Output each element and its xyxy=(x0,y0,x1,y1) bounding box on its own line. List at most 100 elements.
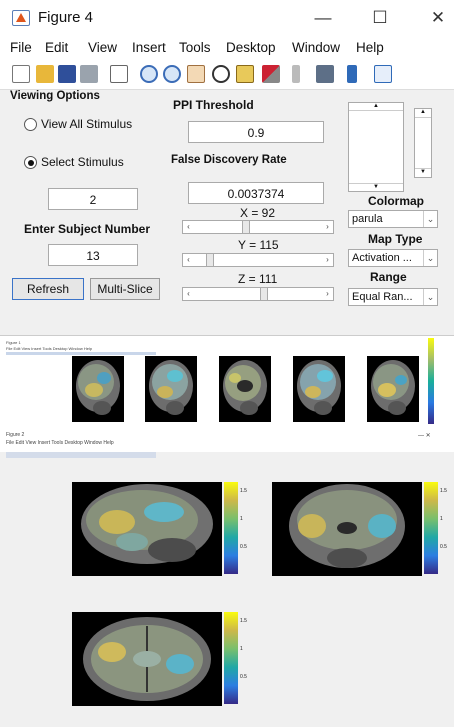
sagittal-slice-4 xyxy=(293,356,345,422)
colorbar-tick: 1.5 xyxy=(240,488,247,494)
subject-number-input[interactable]: 13 xyxy=(48,244,138,266)
colormap-dropdown[interactable]: parula ⌄ xyxy=(348,210,438,228)
menu-window[interactable]: Window xyxy=(292,40,341,55)
legend-icon[interactable] xyxy=(374,65,392,83)
subject-number-label: Enter Subject Number xyxy=(24,222,151,236)
vertical-scrollbar[interactable]: ▲ ▼ xyxy=(414,108,432,178)
scrollbar-up-arrow[interactable]: ▲ xyxy=(415,109,431,118)
range-value: Equal Ran... xyxy=(352,291,413,303)
coronal-colorbar xyxy=(424,482,438,574)
brain-slice-image xyxy=(149,360,193,415)
matlab-icon xyxy=(12,10,30,26)
pointer-icon[interactable] xyxy=(110,65,128,83)
brush-icon[interactable] xyxy=(262,65,280,83)
figure2-toolbar xyxy=(6,452,156,458)
x-slider-thumb[interactable] xyxy=(242,221,250,233)
chevron-down-icon: ⌄ xyxy=(423,250,437,266)
figure4-window: Figure 4 — ☐ ✕ File Edit View Insert Too… xyxy=(0,0,454,336)
figure2-menu-bar: File Edit View Insert Tools Desktop Wind… xyxy=(6,440,114,446)
window-title: Figure 4 xyxy=(38,9,94,26)
figure2-title: Figure 2 xyxy=(6,432,25,438)
chevron-down-icon: ⌄ xyxy=(423,289,437,305)
menu-desktop[interactable]: Desktop xyxy=(226,40,276,55)
z-slider-left-arrow[interactable]: ‹ xyxy=(187,289,190,298)
title-bar: Figure 4 — ☐ ✕ xyxy=(0,0,454,36)
new-file-icon[interactable] xyxy=(12,65,30,83)
listbox-scroll-up[interactable]: ▲ xyxy=(349,103,403,111)
stimulus-listbox[interactable]: ▲ ▼ xyxy=(348,102,404,192)
multi-slice-button[interactable]: Multi-Slice xyxy=(90,278,160,300)
fdr-input[interactable]: 0.0037374 xyxy=(188,182,324,204)
brain-coronal-image xyxy=(289,484,405,568)
stimulus-input[interactable]: 2 xyxy=(48,188,138,210)
save-icon[interactable] xyxy=(58,65,76,83)
print-icon[interactable] xyxy=(80,65,98,83)
chevron-down-icon: ⌄ xyxy=(423,211,437,227)
close-button[interactable]: ✕ xyxy=(430,8,446,27)
y-slider-right-arrow[interactable]: › xyxy=(326,255,329,264)
zoom-out-icon[interactable] xyxy=(163,65,181,83)
map-type-dropdown[interactable]: Activation ... ⌄ xyxy=(348,249,438,267)
sagittal-slice-3 xyxy=(219,356,271,422)
y-slider-label: Y = 115 xyxy=(238,238,279,252)
viewing-options-label: Viewing Options xyxy=(10,90,100,102)
refresh-button[interactable]: Refresh xyxy=(12,278,84,300)
figure2-window: Figure 2 File Edit View Insert Tools Des… xyxy=(0,430,454,727)
radio-select-stimulus[interactable] xyxy=(24,156,37,169)
sagittal-slice-2 xyxy=(145,356,197,422)
maximize-button[interactable]: ☐ xyxy=(372,8,388,27)
brain-slice-image xyxy=(371,360,415,415)
coronal-view xyxy=(272,482,422,576)
colorbar-tick: 1 xyxy=(440,516,443,522)
range-dropdown[interactable]: Equal Ran... ⌄ xyxy=(348,288,438,306)
brain-axial-image xyxy=(83,617,211,701)
ppi-threshold-label: PPI Threshold xyxy=(173,98,254,112)
x-slider-right-arrow[interactable]: › xyxy=(326,222,329,231)
z-slider-thumb[interactable] xyxy=(260,288,268,300)
brain-sagittal-image xyxy=(81,484,213,564)
menu-help[interactable]: Help xyxy=(356,40,384,55)
y-slider[interactable]: ‹ › xyxy=(182,253,334,267)
menu-file[interactable]: File xyxy=(10,40,32,55)
zoom-in-icon[interactable] xyxy=(140,65,158,83)
scrollbar-down-arrow[interactable]: ▼ xyxy=(415,168,431,177)
menu-view[interactable]: View xyxy=(88,40,118,55)
z-slider-right-arrow[interactable]: › xyxy=(326,289,329,298)
sagittal-slice-5 xyxy=(367,356,419,422)
map-type-value: Activation ... xyxy=(352,252,412,264)
menu-tools[interactable]: Tools xyxy=(179,40,211,55)
axial-colorbar xyxy=(224,612,238,704)
colorbar-tick: 0.5 xyxy=(240,544,247,550)
colorbar-tick: 1.5 xyxy=(440,488,447,494)
colorbar-tick: 0.5 xyxy=(240,674,247,680)
minimize-button[interactable]: — xyxy=(314,8,332,27)
radio-view-all[interactable] xyxy=(24,118,37,131)
listbox-scroll-down[interactable]: ▼ xyxy=(349,183,403,191)
toolbar xyxy=(0,60,454,90)
y-slider-thumb[interactable] xyxy=(206,254,214,266)
insert-colorbar-icon[interactable] xyxy=(347,65,357,83)
colorbar-icon[interactable] xyxy=(316,65,334,83)
datatip-icon[interactable] xyxy=(236,65,254,83)
fdr-label: False Discovery Rate xyxy=(171,154,287,166)
link-icon[interactable] xyxy=(292,65,300,83)
open-folder-icon[interactable] xyxy=(36,65,54,83)
x-slider[interactable]: ‹ › xyxy=(182,220,334,234)
colorbar-tick: 1.5 xyxy=(240,618,247,624)
mini-colorbar xyxy=(428,338,434,424)
axial-view xyxy=(72,612,222,706)
brain-slice-image xyxy=(297,360,341,415)
pan-icon[interactable] xyxy=(187,65,205,83)
figure2-window-controls[interactable]: — ✕ xyxy=(418,433,431,439)
colormap-value: parula xyxy=(352,213,383,225)
brain-slice-image xyxy=(223,360,267,415)
menu-edit[interactable]: Edit xyxy=(45,40,69,55)
colormap-label: Colormap xyxy=(368,194,425,208)
x-slider-left-arrow[interactable]: ‹ xyxy=(187,222,190,231)
y-slider-left-arrow[interactable]: ‹ xyxy=(187,255,190,264)
rotate-icon[interactable] xyxy=(212,65,230,83)
ppi-threshold-input[interactable]: 0.9 xyxy=(188,121,324,143)
z-slider[interactable]: ‹ › xyxy=(182,287,334,301)
multislice-window: Figure 1 File Edit View Insert Tools Des… xyxy=(0,338,454,430)
menu-insert[interactable]: Insert xyxy=(132,40,166,55)
